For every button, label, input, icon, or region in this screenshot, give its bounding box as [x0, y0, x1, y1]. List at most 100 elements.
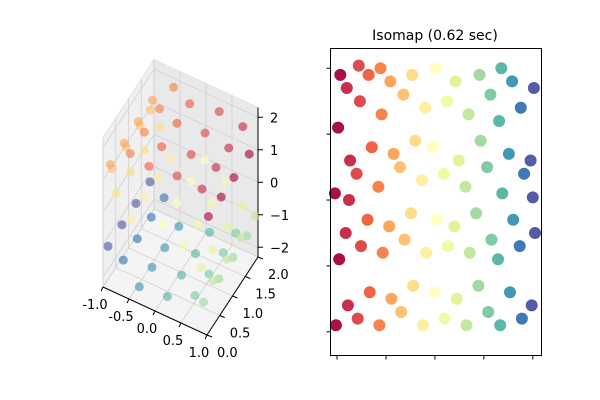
data-point — [374, 62, 387, 75]
data-point — [460, 319, 473, 332]
data-point — [155, 122, 165, 132]
data-point — [139, 127, 149, 137]
y-tick-label: 0.5 — [230, 327, 251, 342]
data-point — [329, 319, 342, 332]
data-point — [186, 150, 196, 159]
data-point — [174, 221, 184, 231]
data-point — [459, 180, 472, 193]
data-point — [221, 177, 231, 186]
data-point — [140, 192, 150, 202]
data-point — [507, 213, 520, 226]
y-tick-label: 1.0 — [243, 307, 264, 322]
data-point — [133, 117, 143, 127]
data-point — [125, 167, 135, 177]
x-tick-label: 1.0 — [189, 346, 210, 361]
data-point — [496, 187, 509, 200]
gridline-y — [115, 267, 220, 316]
z-tick-label: −2 — [270, 241, 289, 256]
data-point — [419, 101, 432, 114]
data-point — [214, 107, 224, 117]
data-point — [430, 62, 442, 75]
data-point — [470, 207, 483, 220]
data-point — [495, 62, 508, 75]
x-tick — [204, 334, 208, 340]
gridline-z — [102, 166, 155, 245]
data-point — [157, 142, 167, 152]
data-point — [222, 254, 232, 264]
data-point — [493, 115, 506, 127]
data-point — [353, 95, 366, 108]
data-point — [515, 312, 528, 325]
data-point — [394, 161, 407, 174]
isomap-title: Isomap (0.62 sec) — [372, 28, 498, 44]
data-point — [169, 82, 179, 92]
data-point — [383, 220, 396, 233]
data-point — [363, 286, 376, 299]
gridline-z — [153, 68, 259, 118]
data-point — [146, 212, 156, 222]
x-tick-label: 0.0 — [137, 322, 158, 337]
data-point — [147, 95, 157, 105]
y-tick — [245, 276, 251, 279]
data-point — [103, 241, 113, 251]
data-point — [172, 198, 182, 208]
data-point — [428, 286, 441, 299]
data-point — [244, 149, 254, 159]
tick-labels: -1.0-0.5 0.0 0.5 1.0 0.0 0.5 1.0 1.5 2.0 2 1 0 −1 −2 — [82, 111, 289, 361]
data-point — [407, 279, 420, 292]
data-point — [526, 191, 539, 204]
x-tick — [100, 286, 104, 292]
data-point — [513, 240, 526, 253]
data-point — [134, 282, 144, 292]
data-point — [492, 253, 504, 266]
data-point — [145, 177, 155, 187]
gridline-z — [102, 199, 155, 278]
data-point — [344, 154, 357, 167]
x-tick — [178, 322, 182, 328]
x-tick — [126, 298, 130, 304]
data-point — [339, 227, 352, 239]
data-point — [147, 262, 157, 272]
data-point — [355, 240, 367, 253]
data-point — [197, 184, 207, 194]
data-point — [328, 187, 341, 200]
data-point — [158, 220, 168, 230]
y-tick — [257, 256, 264, 260]
data-point — [529, 227, 541, 239]
isomap-points — [328, 59, 541, 332]
y-tick-label: 0.0 — [217, 346, 238, 361]
y-tick — [232, 295, 238, 299]
data-point — [341, 299, 354, 312]
data-point — [462, 108, 475, 121]
data-point — [494, 319, 507, 332]
data-point — [125, 149, 135, 159]
data-point — [449, 75, 462, 88]
data-point — [190, 291, 200, 300]
data-point — [139, 145, 149, 155]
data-point — [431, 213, 444, 226]
data-point — [208, 245, 218, 255]
data-point — [484, 88, 497, 101]
x-tick-label: -1.0 — [82, 298, 107, 313]
data-point — [405, 207, 417, 220]
z-tick-label: −1 — [270, 209, 289, 224]
data-point — [229, 173, 239, 182]
data-point — [527, 82, 540, 94]
data-point — [373, 319, 386, 332]
isomap-axes: Isomap (0.62 sec) — [326, 28, 542, 360]
data-point — [409, 134, 422, 147]
data-point — [172, 171, 182, 181]
data-point — [406, 68, 419, 81]
data-point — [332, 121, 345, 134]
data-point — [153, 173, 163, 183]
data-point — [448, 220, 461, 233]
data-point — [333, 253, 346, 266]
plot-frame — [330, 48, 542, 356]
data-point — [420, 246, 433, 259]
data-point — [177, 270, 186, 280]
axis-ticks — [326, 67, 534, 360]
data-point — [207, 198, 217, 208]
data-point — [384, 75, 397, 88]
y-tick-label: 1.5 — [255, 288, 276, 303]
